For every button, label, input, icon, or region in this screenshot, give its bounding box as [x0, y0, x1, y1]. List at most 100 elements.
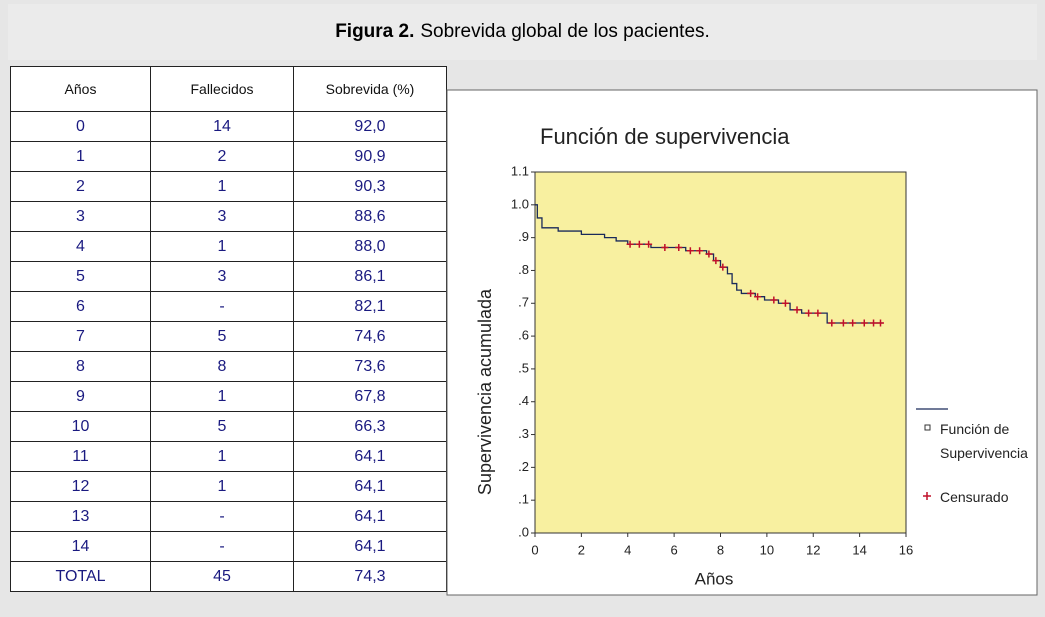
legend-label: Censurado [940, 489, 1009, 505]
censored-mark [781, 299, 789, 307]
censored-mark [747, 289, 755, 297]
censored-mark [839, 319, 847, 327]
x-tick-label: 0 [531, 542, 538, 557]
table-row: 14-64,1 [10, 531, 447, 562]
table-cell: 3 [150, 261, 294, 292]
table-cell: - [150, 501, 294, 532]
censored-mark [793, 306, 801, 314]
table-row: 5 3 86,1 [10, 261, 447, 292]
table-cell: - [150, 531, 294, 562]
legend-symbol [924, 424, 931, 431]
caption-text: Sobrevida global de los pacientes. [420, 21, 710, 42]
table-row: 4 1 88,0 [10, 231, 447, 262]
table-cell: 88,0 [293, 231, 447, 262]
table-cell: 9 [10, 381, 151, 412]
figure-caption: Figura 2. Sobrevida global de los pacien… [8, 4, 1037, 60]
censored-mark [770, 296, 778, 304]
header-cell: Sobrevida (%) [293, 66, 447, 112]
y-tick-label: .6 [518, 328, 529, 343]
censored-mark [719, 263, 727, 271]
legend-entry: Función de Supervivencia [940, 421, 1028, 461]
chart-title: Función de supervivencia [540, 124, 790, 149]
table-cell: 1 [150, 231, 294, 262]
table-cell: TOTAL [10, 561, 151, 592]
table-cell: 64,1 [293, 501, 447, 532]
table-cell: 14 [150, 111, 294, 142]
x-axis-label: Años [695, 569, 734, 588]
table-cell: 8 [10, 351, 151, 382]
table-row: 12 1 64,1 [10, 471, 447, 502]
table-cell: 90,9 [293, 141, 447, 172]
table-cell: 74,6 [293, 321, 447, 352]
censored-mark [805, 309, 813, 317]
x-tick-label: 6 [671, 542, 678, 557]
censored-mark [696, 247, 704, 255]
table-row: 0 14 92,0 [10, 111, 447, 142]
table-cell: 7 [10, 321, 151, 352]
table-row: 6-82,1 [10, 291, 447, 322]
table-cell: 1 [10, 141, 151, 172]
censored-mark [828, 319, 836, 327]
survival-curve [535, 204, 883, 324]
table-cell: 8 [150, 351, 294, 382]
censored-mark [635, 240, 643, 248]
censored-mark [705, 250, 713, 258]
table-row: 3 3 88,6 [10, 201, 447, 232]
table-row: 2 1 90,3 [10, 171, 447, 202]
table-cell: 73,6 [293, 351, 447, 382]
table-cell: 1 [150, 381, 294, 412]
table-cell: 2 [10, 171, 151, 202]
table-row: 13-64,1 [10, 501, 447, 532]
y-tick-label: .1 [518, 492, 529, 507]
censored-mark [675, 243, 683, 251]
x-tick-label: 4 [624, 542, 631, 557]
table-row: 7 5 74,6 [10, 321, 447, 352]
x-tick-label: 10 [760, 542, 774, 557]
table-cell: 3 [10, 201, 151, 232]
table-cell: 3 [150, 201, 294, 232]
chart-panel [446, 89, 1038, 596]
table-cell: 64,1 [293, 471, 447, 502]
x-tick-label: 2 [578, 542, 585, 557]
table-cell: - [150, 291, 294, 322]
censored-mark [814, 309, 822, 317]
x-tick-label: 8 [717, 542, 724, 557]
table-cell: 6 [10, 291, 151, 322]
y-tick-label: .5 [518, 360, 529, 375]
table-cell: 13 [10, 501, 151, 532]
table-row: 1 2 90,9 [10, 141, 447, 172]
censored-mark [876, 319, 884, 327]
table-cell: 5 [150, 411, 294, 442]
table-cell: 86,1 [293, 261, 447, 292]
censored-mark [712, 257, 720, 265]
y-axis-label: Supervivencia acumulada [475, 288, 495, 495]
legend-label: Función de Supervivencia [940, 421, 1028, 461]
table-cell: 1 [150, 441, 294, 472]
table-cell: 12 [10, 471, 151, 502]
y-tick-label: .9 [518, 229, 529, 244]
legend-symbol [923, 492, 931, 500]
x-tick-label: 12 [806, 542, 820, 557]
table-cell: 74,3 [293, 561, 447, 592]
y-tick-label: .4 [518, 393, 529, 408]
censored-mark [645, 240, 653, 248]
header-cell: Años [10, 66, 151, 112]
table-cell: 2 [150, 141, 294, 172]
censored-mark [849, 319, 857, 327]
legend-entry: Censurado [940, 489, 1009, 505]
table-cell: 67,8 [293, 381, 447, 412]
table-cell: 90,3 [293, 171, 447, 202]
y-tick-label: .8 [518, 262, 529, 277]
table-cell: 64,1 [293, 441, 447, 472]
y-tick-label: .3 [518, 426, 529, 441]
y-tick-label: 1.0 [511, 196, 529, 211]
table-cell: 82,1 [293, 291, 447, 322]
table-cell: 14 [10, 531, 151, 562]
table-cell: 1 [150, 171, 294, 202]
table-cell: 45 [150, 561, 294, 592]
censored-mark [860, 319, 868, 327]
censored-mark [870, 319, 878, 327]
header-row: Años Fallecidos Sobrevida (%) [10, 66, 447, 112]
y-tick-label: .2 [518, 459, 529, 474]
